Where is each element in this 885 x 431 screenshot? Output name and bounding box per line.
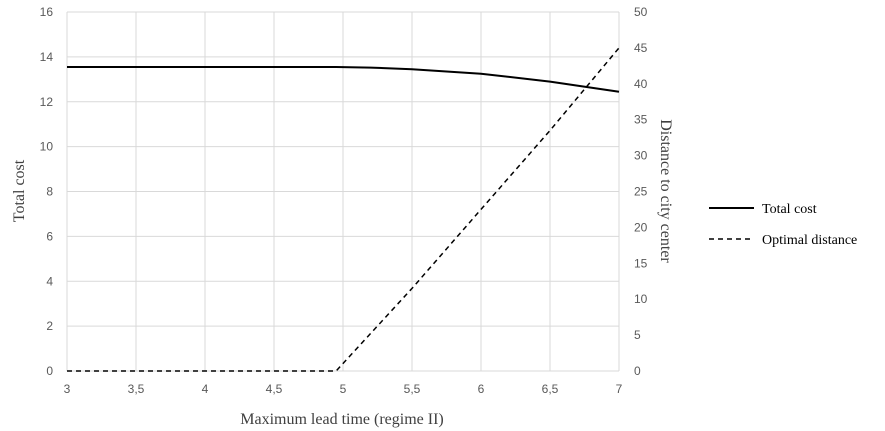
gridlines <box>66 11 620 372</box>
series-lines <box>67 47 620 372</box>
left-y-axis-title: Total cost <box>11 159 28 222</box>
x-axis-title: Maximum lead time (regime II) <box>240 411 443 428</box>
left-y-axis-ticks: 0 2 4 6 8 10 12 14 16 <box>40 5 54 378</box>
y2-tick-label: 0 <box>634 364 641 378</box>
y2-tick-label: 50 <box>634 5 648 19</box>
x-tick-label: 4 <box>202 382 209 396</box>
y2-tick-label: 45 <box>634 41 648 55</box>
legend: Total cost Optimal distance <box>709 202 857 248</box>
y-tick-label: 14 <box>40 50 54 64</box>
y2-tick-label: 20 <box>634 220 648 234</box>
y-tick-label: 12 <box>40 95 54 109</box>
x-tick-label: 6,5 <box>542 382 559 396</box>
y2-tick-label: 30 <box>634 149 648 163</box>
total-cost-line <box>67 66 620 93</box>
y2-tick-label: 5 <box>634 328 641 342</box>
x-axis-ticks: 3 3,5 4 4,5 5 5,5 6 6,5 7 <box>64 382 623 396</box>
x-tick-label: 7 <box>616 382 623 396</box>
right-y-axis-ticks: 0 5 10 15 20 25 30 35 40 45 50 <box>634 5 648 378</box>
y2-tick-label: 40 <box>634 77 648 91</box>
y-tick-label: 6 <box>46 229 53 243</box>
legend-label-total-cost: Total cost <box>762 202 817 217</box>
y2-tick-label: 25 <box>634 185 648 199</box>
right-y-axis-title: Distance to city center <box>657 119 674 263</box>
optimal-distance-line <box>67 47 620 372</box>
y2-tick-label: 10 <box>634 292 648 306</box>
x-tick-label: 5,5 <box>404 382 421 396</box>
legend-label-optimal-distance: Optimal distance <box>762 233 857 248</box>
y-tick-label: 8 <box>46 185 53 199</box>
y2-tick-label: 15 <box>634 256 648 270</box>
x-tick-label: 3 <box>64 382 71 396</box>
y-tick-label: 16 <box>40 5 54 19</box>
y-tick-label: 0 <box>46 364 53 378</box>
x-tick-label: 4,5 <box>266 382 283 396</box>
x-tick-label: 5 <box>340 382 347 396</box>
x-tick-label: 3,5 <box>128 382 145 396</box>
x-tick-label: 6 <box>478 382 485 396</box>
y-tick-label: 10 <box>40 140 54 154</box>
y2-tick-label: 35 <box>634 113 648 127</box>
y-tick-label: 2 <box>46 319 53 333</box>
y-tick-label: 4 <box>46 274 53 288</box>
